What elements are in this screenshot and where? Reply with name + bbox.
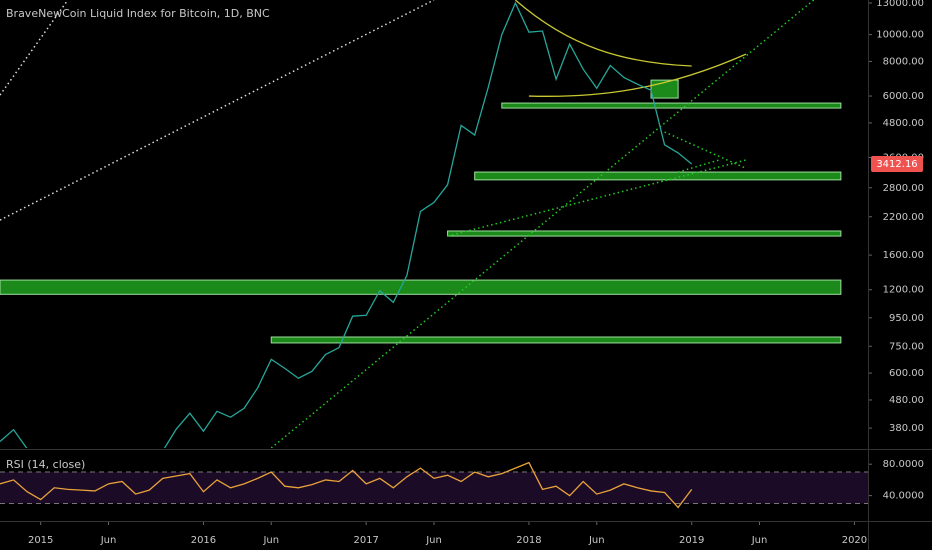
y-tick-label: 750.00 [889, 341, 924, 352]
y-tick-label: 8000.00 [883, 56, 924, 67]
y-tick-label: 40.0000 [883, 491, 924, 502]
chart-title: BraveNewCoin Liquid Index for Bitcoin, 1… [6, 7, 270, 20]
y-tick-label: 80.0000 [883, 459, 924, 470]
arc [528, 53, 747, 97]
y-tick-label: 1600.00 [883, 250, 924, 261]
x-tick-label: Jun [100, 535, 117, 546]
arc [514, 0, 692, 67]
rsi-title: RSI (14, close) [6, 458, 85, 471]
x-tick-label: 2015 [28, 535, 53, 546]
trendline [447, 159, 747, 237]
trendline [0, 0, 435, 221]
zone [0, 279, 842, 295]
x-tick-label: Jun [262, 535, 279, 546]
y-tick-label: 2800.00 [883, 183, 924, 194]
price-pane [0, 0, 842, 448]
y-tick-label: 2200.00 [883, 212, 924, 223]
last-price-box [871, 155, 923, 172]
x-tick-label: Jun [588, 535, 605, 546]
y-tick-label: 10000.00 [876, 30, 924, 41]
zone [501, 102, 842, 109]
rsi-band [0, 472, 868, 504]
x-tick-label: 2018 [516, 535, 541, 546]
zone [447, 230, 842, 237]
axes: 13000.0010000.008000.006000.004800.00360… [28, 0, 924, 546]
x-tick-label: 2020 [842, 535, 867, 546]
y-tick-label: 380.00 [889, 423, 924, 434]
y-tick-label: 4800.00 [883, 118, 924, 129]
x-tick-label: Jun [751, 535, 768, 546]
x-tick-label: Jun [425, 535, 442, 546]
trendline [664, 131, 747, 170]
y-tick-label: 6000.00 [883, 91, 924, 102]
trendline [270, 0, 815, 448]
x-tick-label: 2017 [353, 535, 378, 546]
y-tick-label: 480.00 [889, 395, 924, 406]
y-tick-label: 950.00 [889, 313, 924, 324]
last-price-label: 3412.16 [876, 159, 917, 170]
y-tick-label: 13000.00 [876, 0, 924, 9]
y-tick-label: 1200.00 [883, 285, 924, 296]
rsi-pane [0, 461, 868, 509]
series-line [0, 1, 693, 448]
zone [270, 336, 842, 344]
series-line [0, 461, 693, 509]
x-tick-label: 2019 [679, 535, 704, 546]
x-tick-label: 2016 [191, 535, 216, 546]
zone [474, 171, 842, 181]
y-tick-label: 600.00 [889, 368, 924, 379]
trendline [0, 0, 69, 96]
